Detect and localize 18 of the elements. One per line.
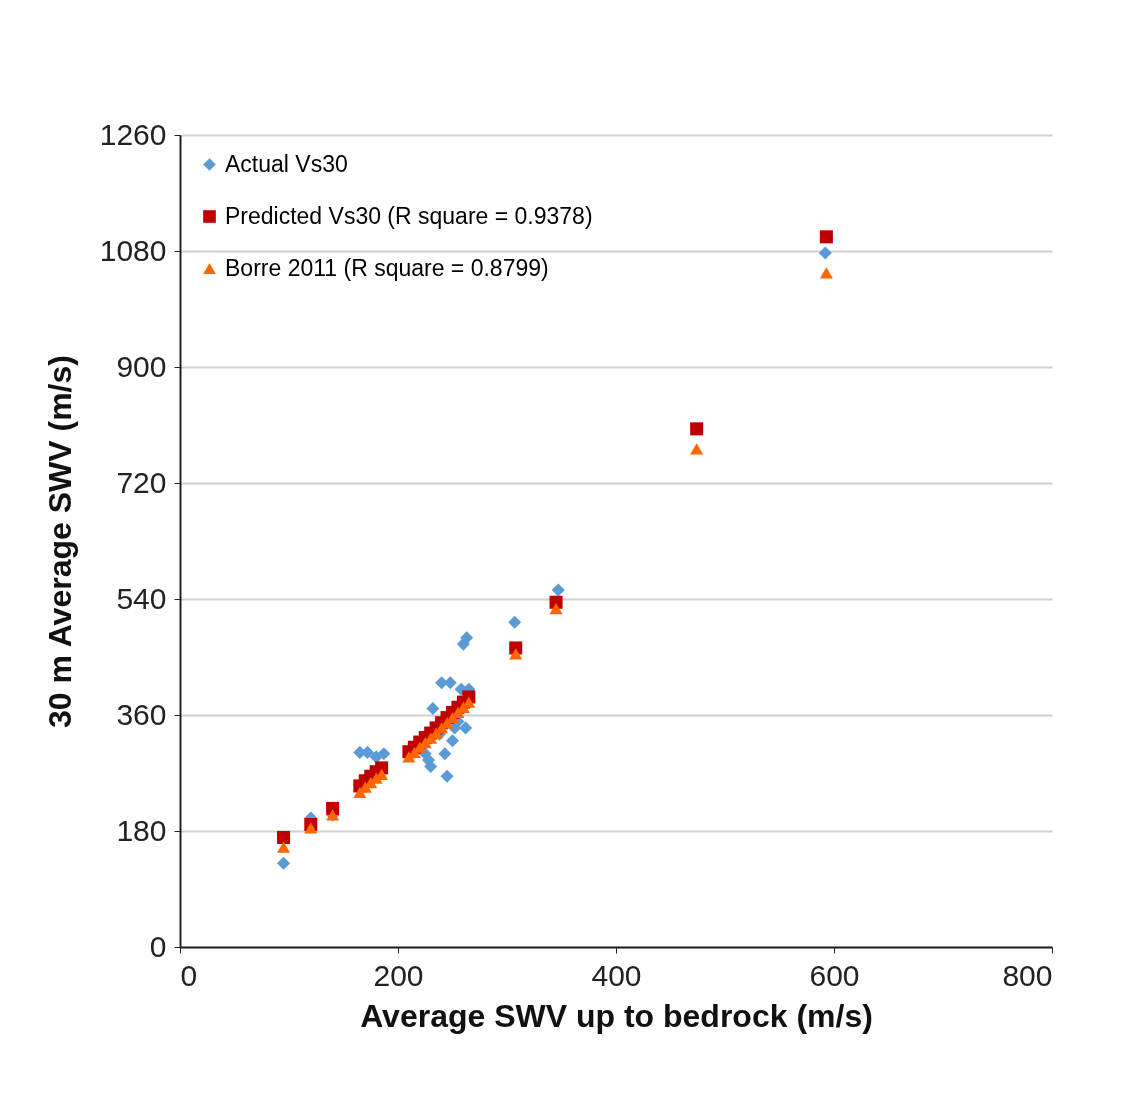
y-tick-label: 0 <box>149 929 167 963</box>
y-tick-label: 540 <box>116 581 167 615</box>
y-tick-label: 900 <box>116 349 167 383</box>
y-tick-label: 360 <box>116 697 167 731</box>
y-tick-label: 720 <box>116 465 167 499</box>
y-tick-label: 1080 <box>99 233 167 267</box>
x-tick-label: 400 <box>591 958 642 992</box>
legend-label: Actual Vs30 <box>225 150 348 177</box>
x-tick-label: 800 <box>1002 958 1053 992</box>
x-tick-label: 0 <box>180 958 198 992</box>
x-tick-label: 600 <box>809 958 860 992</box>
y-tick-label: 1260 <box>99 117 167 151</box>
y-axis-title: 30 m Average SWV (m/s) <box>41 355 78 728</box>
y-tick-label: 180 <box>116 813 167 847</box>
legend-label: Borre 2011 (R square = 0.8799) <box>225 254 549 281</box>
x-axis-title: Average SWV up to bedrock (m/s) <box>360 997 873 1034</box>
x-tick-label: 200 <box>373 958 424 992</box>
legend-label: Predicted Vs30 (R square = 0.9378) <box>225 202 593 229</box>
